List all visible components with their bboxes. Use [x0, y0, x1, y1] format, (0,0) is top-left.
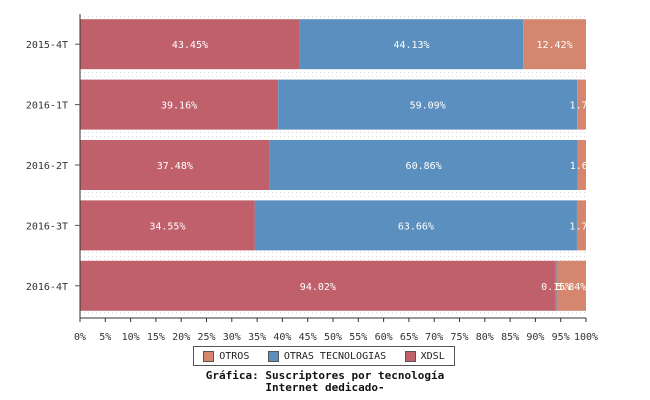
legend-item-xdsl: XDSL	[404, 350, 445, 362]
x-tick-label-17: 85%	[501, 332, 519, 343]
x-tick-label-8: 40%	[273, 332, 291, 343]
bar-xdsl-2016-2t	[80, 140, 270, 190]
bar-otras-tecnologias-2016-2t	[269, 140, 578, 190]
data-label-otras-tecnologias-2016-4t: 0.15%	[541, 282, 571, 293]
data-label-otros-2016-3t: 1.79	[569, 221, 593, 232]
bar-otras-tecnologias-2015-4t	[299, 19, 524, 70]
category-label-2016-2t: 2016-2T	[26, 161, 68, 172]
x-tick-label-1: 5%	[99, 332, 111, 343]
data-label-otras-tecnologias-2016-1t: 59.09%	[410, 101, 446, 112]
legend-swatch-otras-tecnologias	[267, 350, 279, 362]
legend-swatch-otros	[203, 350, 215, 362]
data-label-otros-2016-4t: 5.84%	[556, 282, 586, 293]
x-tick-label-12: 60%	[375, 332, 393, 343]
bar-otras-tecnologias-2016-3t	[254, 200, 577, 251]
x-tick-label-11: 55%	[349, 332, 367, 343]
data-label-xdsl-2015-4t: 43.45%	[172, 40, 208, 51]
x-tick-label-18: 90%	[526, 332, 544, 343]
bar-otros-2015-4t	[523, 19, 586, 70]
data-label-otros-2016-1t: 1.74	[570, 101, 594, 112]
data-label-otros-2016-2t: 1.66	[570, 161, 594, 172]
legend: OTROS OTRAS TECNOLOGIAS XDSL	[193, 346, 455, 366]
legend-swatch-xdsl	[404, 350, 416, 362]
data-label-xdsl-2016-1t: 39.16%	[161, 101, 197, 112]
bar-otros-2016-4t	[556, 260, 586, 311]
x-tick-label-6: 30%	[223, 332, 241, 343]
x-tick-label-16: 80%	[476, 332, 494, 343]
bar-xdsl-2016-1t	[80, 79, 279, 130]
x-tick-label-20: 100%	[574, 332, 598, 343]
data-label-otras-tecnologias-2015-4t: 44.13%	[393, 40, 429, 51]
category-label-2015-4t: 2015-4T	[26, 40, 68, 51]
x-tick-label-5: 25%	[197, 332, 215, 343]
x-tick-label-14: 70%	[425, 332, 443, 343]
legend-label-otros: OTROS	[219, 350, 250, 362]
legend-item-otros: OTROS	[203, 350, 250, 362]
x-tick-label-7: 35%	[248, 332, 266, 343]
data-label-xdsl-2016-2t: 37.48%	[157, 161, 193, 172]
category-label-2016-3t: 2016-3T	[26, 221, 68, 232]
bar-otros-2016-1t	[577, 79, 586, 130]
chart-title-line-1: Gráfica: Suscriptores por tecnología	[205, 369, 445, 382]
chart-title-line-2: Internet dedicado-	[265, 381, 385, 394]
legend-item-otras-tecnologias: OTRAS TECNOLOGIAS	[267, 350, 387, 362]
bar-otros-2016-2t	[577, 140, 586, 190]
bar-otras-tecnologias-2016-4t	[555, 260, 557, 311]
x-tick-label-3: 15%	[147, 332, 165, 343]
x-tick-label-13: 65%	[400, 332, 418, 343]
data-label-otras-tecnologias-2016-2t: 60.86%	[406, 161, 442, 172]
category-label-2016-1t: 2016-1T	[26, 101, 68, 112]
x-tick-label-15: 75%	[450, 332, 468, 343]
bar-xdsl-2016-4t	[80, 260, 556, 311]
data-label-otras-tecnologias-2016-3t: 63.66%	[398, 221, 434, 232]
data-label-xdsl-2016-3t: 34.55%	[149, 221, 185, 232]
bar-xdsl-2015-4t	[80, 19, 300, 70]
category-label-2016-4t: 2016-4T	[26, 282, 68, 293]
x-tick-label-4: 20%	[172, 332, 190, 343]
bar-otras-tecnologias-2016-1t	[278, 79, 578, 130]
legend-label-otras-tecnologias: OTRAS TECNOLOGIAS	[283, 350, 387, 362]
x-tick-label-10: 50%	[324, 332, 342, 343]
x-tick-label-9: 45%	[299, 332, 317, 343]
x-tick-label-0: 0%	[74, 332, 86, 343]
bar-xdsl-2016-3t	[80, 200, 255, 251]
x-tick-label-2: 10%	[122, 332, 140, 343]
x-tick-label-19: 95%	[552, 332, 570, 343]
data-label-xdsl-2016-4t: 94.02%	[300, 282, 336, 293]
data-label-otros-2015-4t: 12.42%	[537, 40, 573, 51]
legend-label-xdsl: XDSL	[420, 350, 445, 362]
bar-otros-2016-3t	[576, 200, 586, 251]
